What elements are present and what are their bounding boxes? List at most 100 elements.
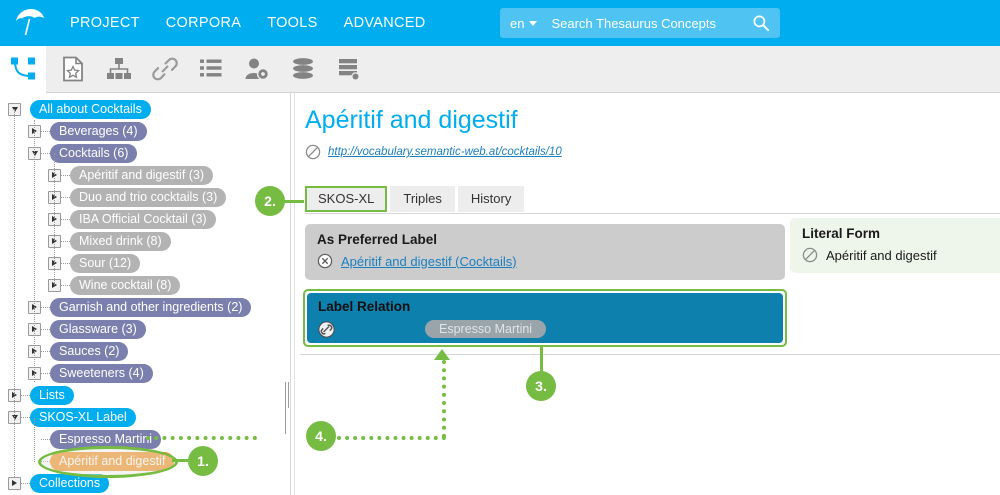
toolbar-concept-scheme-button[interactable] [0, 45, 46, 93]
tree-node-chip[interactable]: Cocktails (6) [50, 143, 138, 163]
as-preferred-label-title: As Preferred Label [317, 232, 438, 247]
callout-marker-3: 3. [526, 371, 556, 401]
tree-node-chip[interactable]: IBA Official Cocktail (3) [70, 209, 216, 229]
nav-item-corpora[interactable]: CORPORA [165, 15, 242, 31]
toolbar-database-button[interactable] [280, 46, 326, 93]
tree-node-chip[interactable]: Wine cocktail (8) [70, 275, 181, 295]
tree-node-chip[interactable]: Lists [30, 385, 74, 405]
chevron-right-icon[interactable] [8, 476, 21, 490]
tree-row[interactable]: Cocktails (6) [0, 142, 290, 164]
as-preferred-label-row: Apéritif and digestif (Cocktails) [317, 253, 773, 269]
umbrella-logo-icon [16, 9, 44, 36]
triangle-glyph [52, 282, 57, 288]
sidebar-resize-handle[interactable] [285, 382, 291, 434]
user-settings-icon [245, 58, 270, 81]
no-edit-icon [305, 144, 321, 160]
label-relation-panel[interactable]: Label Relation Espresso Martini [307, 293, 783, 343]
tab-bar: SKOS-XL Triples History [305, 186, 525, 212]
nav-item-advanced[interactable]: ADVANCED [343, 15, 426, 31]
tree-row[interactable]: Collections [0, 472, 290, 494]
tree-node-chip[interactable]: Beverages (4) [50, 121, 147, 141]
link-chain-icon[interactable] [318, 320, 335, 338]
callout-marker-1: 1. [188, 446, 218, 476]
tree-connector [61, 284, 70, 286]
tree-node-chip[interactable]: Mixed drink (8) [70, 231, 171, 251]
tree-node-chip[interactable]: All about Cocktails [30, 99, 151, 119]
tree-node-chip[interactable]: Garnish and other ingredients (2) [50, 297, 252, 317]
tab-history[interactable]: History [457, 186, 525, 212]
tree-row[interactable]: Glassware (3) [0, 318, 290, 340]
nav-item-project[interactable]: PROJECT [70, 15, 140, 31]
tree-row[interactable]: Sour (12) [0, 252, 290, 274]
tree-row[interactable]: Beverages (4) [0, 120, 290, 142]
tree-guide-line [34, 418, 35, 462]
tree-node-chip[interactable]: Sauces (2) [50, 341, 129, 361]
concept-tree: All about Cocktails Beverages (4) Cocktail… [0, 93, 290, 494]
tree-connector [61, 174, 70, 176]
dragged-label-chip[interactable]: Espresso Martini [425, 320, 547, 338]
tree-connector [41, 152, 50, 154]
page-title: Apéritif and digestif [305, 106, 518, 134]
callout-4-dotted-from-chip [146, 436, 257, 440]
tab-triples[interactable]: Triples [390, 186, 455, 212]
literal-form-panel: Literal Form Apéritif and digestif [790, 218, 1000, 273]
toolbar-user-settings-button[interactable] [234, 46, 280, 93]
search-language-label[interactable]: en [510, 15, 525, 31]
app-logo[interactable] [0, 0, 60, 46]
link-icon [152, 57, 178, 81]
callout-marker-2: 2. [255, 186, 285, 216]
icon-toolbar [0, 45, 1000, 93]
database-icon [293, 58, 313, 79]
search-icon[interactable] [752, 14, 770, 32]
tree-node-chip[interactable]: Glassware (3) [50, 319, 146, 339]
tree-row[interactable]: All about Cocktails [0, 98, 290, 120]
toolbar-document-star-button[interactable] [50, 46, 96, 93]
no-edit-icon [802, 247, 818, 263]
tree-row[interactable]: IBA Official Cocktail (3) [0, 208, 290, 230]
search-box[interactable]: en Search Thesaurus Concepts [500, 8, 780, 38]
toolbar-server-button[interactable] [326, 46, 372, 93]
tree-node-chip[interactable]: Duo and trio cocktails (3) [70, 187, 227, 207]
concept-tree-sidebar[interactable]: All about Cocktails Beverages (4) Cocktail… [0, 93, 290, 495]
tree-row[interactable]: Wine cocktail (8) [0, 274, 290, 296]
concept-uri-link[interactable]: http://vocabulary.semantic-web.at/cockta… [328, 146, 562, 158]
tree-row[interactable]: SKOS-XL Label [0, 406, 290, 428]
callout-4-arrowhead [434, 349, 450, 360]
toolbar-link-button[interactable] [142, 46, 188, 93]
tree-row[interactable]: Sauces (2) [0, 340, 290, 362]
remove-circle-icon[interactable] [317, 253, 333, 269]
tree-node-chip[interactable]: Apéritif and digestif (3) [70, 165, 214, 185]
chevron-down-icon[interactable] [529, 20, 538, 26]
toolbar-list-button[interactable] [188, 46, 234, 93]
tree-connector [41, 328, 50, 330]
preferred-label-link[interactable]: Apéritif and digestif (Cocktails) [341, 253, 517, 269]
callout-4-dotted-riser [442, 360, 446, 438]
tab-skos-xl[interactable]: SKOS-XL [305, 186, 388, 212]
tree-connector [61, 262, 70, 264]
nav-item-tools[interactable]: TOOLS [267, 15, 318, 31]
tree-row[interactable]: Mixed drink (8) [0, 230, 290, 252]
tree-row[interactable]: Duo and trio cocktails (3) [0, 186, 290, 208]
tree-connector [21, 482, 30, 484]
tree-row[interactable]: Garnish and other ingredients (2) [0, 296, 290, 318]
document-star-icon [63, 56, 83, 82]
tree-guide-line [34, 120, 35, 382]
tree-node-chip[interactable]: Sweeteners (4) [50, 363, 153, 383]
search-input[interactable]: Search Thesaurus Concepts [551, 15, 716, 31]
tree-row[interactable]: Sweeteners (4) [0, 362, 290, 384]
tree-node-chip[interactable]: Espresso Martini [50, 429, 162, 449]
tree-connector [41, 130, 50, 132]
tree-node-chip[interactable]: Sour (12) [70, 253, 141, 273]
tree-connector [41, 372, 50, 374]
tree-node-chip[interactable]: SKOS-XL Label [30, 407, 136, 427]
tree-row[interactable]: Espresso Martini [0, 428, 290, 450]
tree-node-chip[interactable]: Collections [30, 473, 110, 493]
tree-row[interactable]: Lists [0, 384, 290, 406]
toolbar-hierarchy-button[interactable] [96, 46, 142, 93]
tree-row[interactable]: Apéritif and digestif (3) [0, 164, 290, 186]
tree-connector [21, 394, 30, 396]
tree-connector [61, 196, 70, 198]
callout-2-leader [282, 200, 304, 203]
list-icon [200, 59, 222, 77]
tree-connector [41, 438, 50, 440]
